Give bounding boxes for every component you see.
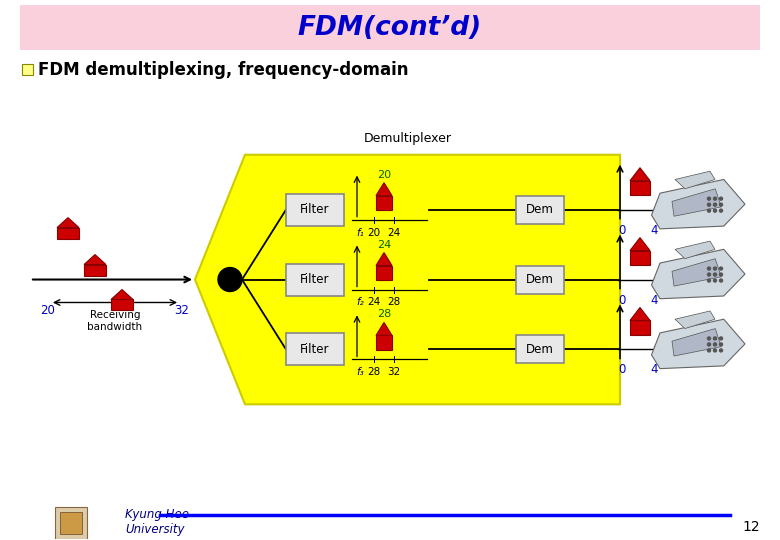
Text: Dem: Dem bbox=[526, 203, 554, 216]
Text: 28: 28 bbox=[377, 309, 391, 320]
Polygon shape bbox=[672, 189, 722, 216]
Circle shape bbox=[714, 203, 717, 206]
Text: 24: 24 bbox=[367, 298, 381, 307]
Polygon shape bbox=[651, 179, 745, 229]
Circle shape bbox=[218, 267, 242, 292]
Bar bbox=[20, 5, 760, 50]
Bar bbox=[111, 300, 133, 310]
Polygon shape bbox=[111, 289, 133, 300]
Text: f₂: f₂ bbox=[356, 298, 363, 307]
Circle shape bbox=[707, 337, 711, 340]
Text: FDM(cont’d): FDM(cont’d) bbox=[298, 15, 482, 41]
Bar bbox=[84, 265, 106, 275]
Circle shape bbox=[714, 197, 717, 200]
Bar bbox=[57, 228, 79, 239]
Polygon shape bbox=[84, 254, 106, 265]
Polygon shape bbox=[630, 307, 650, 320]
FancyBboxPatch shape bbox=[286, 194, 344, 226]
Polygon shape bbox=[675, 311, 715, 328]
Circle shape bbox=[714, 273, 717, 276]
Circle shape bbox=[719, 273, 722, 276]
Text: 28: 28 bbox=[367, 367, 381, 377]
Text: 0: 0 bbox=[619, 224, 626, 237]
Circle shape bbox=[707, 279, 711, 282]
Polygon shape bbox=[376, 183, 392, 195]
Polygon shape bbox=[630, 168, 650, 181]
FancyBboxPatch shape bbox=[286, 333, 344, 366]
Circle shape bbox=[719, 279, 722, 282]
Circle shape bbox=[719, 349, 722, 352]
Circle shape bbox=[719, 197, 722, 200]
Text: 4: 4 bbox=[651, 224, 658, 237]
Text: 28: 28 bbox=[388, 298, 401, 307]
Text: Filter: Filter bbox=[300, 343, 330, 356]
Polygon shape bbox=[672, 328, 722, 356]
Bar bbox=[55, 507, 87, 539]
Circle shape bbox=[707, 343, 711, 346]
FancyBboxPatch shape bbox=[516, 335, 564, 363]
Polygon shape bbox=[376, 253, 392, 266]
Text: 4: 4 bbox=[651, 363, 658, 376]
Bar bbox=[22, 64, 33, 75]
Circle shape bbox=[714, 209, 717, 212]
Text: Filter: Filter bbox=[300, 273, 330, 286]
Circle shape bbox=[714, 343, 717, 346]
Text: Demultiplexer: Demultiplexer bbox=[363, 132, 452, 145]
Text: FDM demultiplexing, frequency-domain: FDM demultiplexing, frequency-domain bbox=[38, 61, 409, 79]
Text: Receiving
bandwidth: Receiving bandwidth bbox=[87, 310, 143, 332]
Circle shape bbox=[719, 337, 722, 340]
Text: Dem: Dem bbox=[526, 343, 554, 356]
Bar bbox=[630, 181, 650, 195]
Circle shape bbox=[719, 209, 722, 212]
Bar bbox=[376, 335, 392, 350]
Circle shape bbox=[707, 203, 711, 206]
Bar bbox=[376, 195, 392, 210]
Circle shape bbox=[707, 273, 711, 276]
Text: 20: 20 bbox=[367, 228, 381, 238]
Bar bbox=[376, 266, 392, 280]
Text: 24: 24 bbox=[388, 228, 401, 238]
Text: 12: 12 bbox=[743, 520, 760, 534]
Polygon shape bbox=[675, 171, 715, 189]
Text: 32: 32 bbox=[388, 367, 401, 377]
Circle shape bbox=[719, 203, 722, 206]
Polygon shape bbox=[195, 155, 620, 404]
Text: 4: 4 bbox=[651, 294, 658, 307]
Text: Dem: Dem bbox=[526, 273, 554, 286]
Polygon shape bbox=[675, 241, 715, 259]
Bar bbox=[630, 251, 650, 265]
Text: 20: 20 bbox=[377, 170, 391, 180]
Bar bbox=[60, 512, 82, 534]
Text: f₃: f₃ bbox=[356, 367, 363, 377]
Text: 0: 0 bbox=[619, 363, 626, 376]
Circle shape bbox=[714, 337, 717, 340]
Text: 20: 20 bbox=[41, 305, 55, 318]
Polygon shape bbox=[57, 218, 79, 228]
Polygon shape bbox=[651, 249, 745, 299]
Text: Filter: Filter bbox=[300, 203, 330, 216]
Circle shape bbox=[707, 349, 711, 352]
Text: 24: 24 bbox=[377, 240, 391, 249]
Bar bbox=[630, 320, 650, 335]
Polygon shape bbox=[651, 319, 745, 369]
FancyBboxPatch shape bbox=[286, 264, 344, 295]
Circle shape bbox=[707, 267, 711, 270]
Circle shape bbox=[719, 267, 722, 270]
Circle shape bbox=[714, 349, 717, 352]
Polygon shape bbox=[630, 238, 650, 251]
FancyBboxPatch shape bbox=[516, 195, 564, 224]
Polygon shape bbox=[376, 322, 392, 335]
Circle shape bbox=[719, 343, 722, 346]
Circle shape bbox=[707, 209, 711, 212]
Circle shape bbox=[707, 197, 711, 200]
Text: 32: 32 bbox=[175, 305, 190, 318]
Circle shape bbox=[714, 279, 717, 282]
Circle shape bbox=[714, 267, 717, 270]
Text: f₁: f₁ bbox=[356, 228, 363, 238]
Polygon shape bbox=[672, 259, 722, 286]
FancyBboxPatch shape bbox=[516, 266, 564, 294]
Text: 0: 0 bbox=[619, 294, 626, 307]
Text: Kyung Hee
University: Kyung Hee University bbox=[125, 508, 189, 536]
